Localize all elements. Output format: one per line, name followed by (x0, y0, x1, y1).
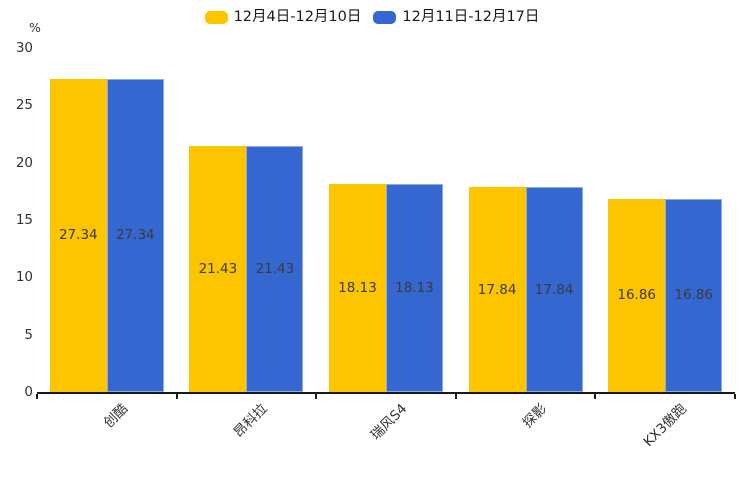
legend-item-week1: 12月4日-12月10日 (204, 9, 362, 26)
y-axis-tick-label: 30 (15, 40, 33, 56)
bar-week1: 17.84 (468, 187, 526, 392)
bar-week2: 27.34 (106, 78, 164, 392)
bar-value-label: 21.43 (255, 261, 295, 278)
bar-value-label: 18.13 (338, 280, 377, 297)
legend: 12月4日-12月10日 12月11日-12月17日 (0, 9, 744, 26)
x-axis-tick-mark (454, 394, 457, 399)
x-axis-tick-mark (734, 394, 736, 399)
y-axis-tick-label: 5 (24, 326, 33, 343)
bar-value-label: 27.34 (58, 227, 98, 244)
bar-week1: 18.13 (329, 184, 386, 392)
bar-value-label: 18.13 (395, 280, 434, 297)
legend-label-week2: 12月11日-12月17日 (402, 9, 540, 25)
y-axis-tick-label: 15 (15, 212, 33, 228)
x-axis-tick-mark (315, 394, 318, 399)
x-axis-category-label: KX3傲跑 (640, 400, 690, 451)
bar-week1: 16.86 (608, 198, 666, 392)
bar-value-label: 17.84 (534, 281, 574, 298)
y-axis-unit-label: % (29, 20, 41, 35)
bar-value-label: 17.84 (477, 281, 517, 298)
y-axis-tick-label: 20 (15, 154, 33, 171)
bar-value-label: 16.86 (674, 287, 714, 304)
bar-value-label: 27.34 (115, 227, 155, 244)
legend-label-week1: 12月4日-12月10日 (233, 9, 362, 25)
x-axis-category-label: 昂科拉 (230, 400, 271, 441)
bar-week2: 17.84 (525, 187, 583, 392)
x-axis-tick-mark (36, 394, 38, 399)
legend-swatch-week1 (204, 11, 228, 24)
bar-week2: 16.86 (665, 198, 723, 392)
y-axis-tick-label: 25 (15, 97, 33, 114)
x-axis-line (37, 392, 735, 394)
x-axis-tick-mark (594, 394, 597, 399)
bar-week2: 21.43 (246, 146, 304, 392)
bar-value-label: 16.86 (617, 287, 657, 304)
y-axis-tick-label: 0 (24, 384, 33, 400)
legend-swatch-week2 (373, 11, 397, 24)
x-axis-category-label: 瑞风S4 (367, 400, 411, 444)
y-axis-tick-label: 10 (15, 269, 33, 286)
legend-item-week2: 12月11日-12月17日 (373, 9, 539, 26)
x-axis-tick-mark (175, 394, 178, 399)
bar-week1: 21.43 (189, 146, 247, 392)
bar-value-label: 21.43 (198, 261, 238, 278)
x-axis-category-label: 创酷 (100, 400, 131, 432)
x-axis-category-label: 探影 (519, 400, 550, 432)
bar-week2: 18.13 (386, 184, 443, 392)
bar-week1: 27.34 (49, 78, 107, 392)
